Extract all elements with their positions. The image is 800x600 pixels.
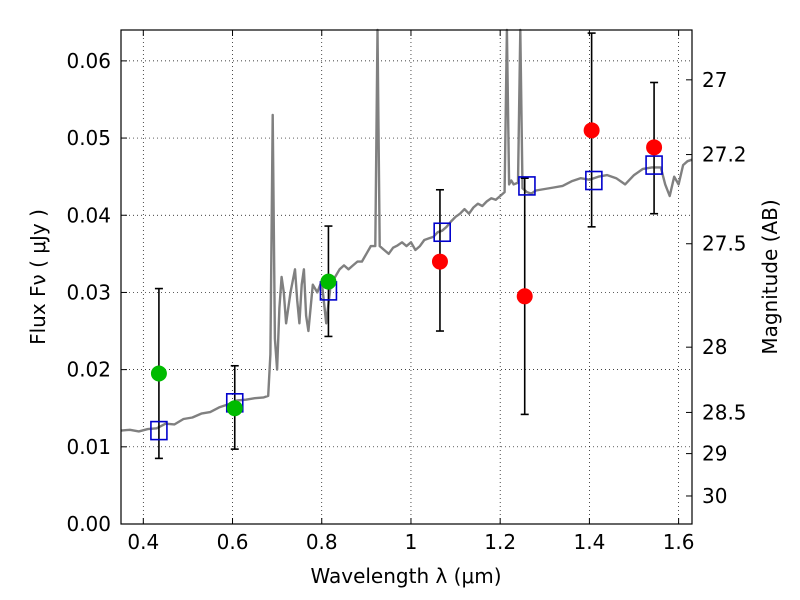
y2-axis-label: Magnitude (AB): [758, 199, 782, 354]
y2-tick-label: 28: [702, 335, 727, 359]
model-square-marker: [433, 222, 451, 243]
observed-circles: [150, 122, 663, 417]
y-tick-label: 0.05: [66, 126, 111, 150]
x-axis-ticks: 0.4 0.6 0.8 1 1.2 1.4 1.6: [127, 30, 695, 554]
plot-background: [121, 30, 692, 524]
y-tick-label: 0.03: [66, 280, 111, 304]
spectrum-line: [120, 28, 693, 433]
x-tick-label: 1.4: [573, 530, 605, 554]
flux-circle-marker: [320, 273, 337, 290]
plot-frame: [120, 29, 693, 525]
model-square-marker: [645, 155, 663, 175]
x-tick-label: 0.4: [127, 530, 159, 554]
x-axis-label: Wavelength λ (μm): [310, 564, 501, 588]
x-tick-label: 0.6: [217, 530, 249, 554]
x-tick-label: 1.6: [663, 530, 695, 554]
model-square-marker: [585, 170, 603, 191]
y2-axis-ticks: 27 27.2 27.5 28 28.5 29 30: [686, 68, 747, 508]
flux-circle-marker: [431, 253, 448, 270]
flux-circle-marker: [516, 288, 533, 305]
flux-circle-marker: [226, 400, 243, 417]
model-square-marker: [150, 420, 168, 441]
y2-tick-label: 30: [702, 484, 727, 508]
x-tick-label: 0.8: [306, 530, 338, 554]
y2-tick-label: 29: [702, 442, 727, 466]
y-tick-label: 0.02: [66, 358, 111, 382]
y-axis-ticks: 0.00 0.01 0.02 0.03 0.04 0.05 0.06: [66, 49, 127, 536]
y-axis-label: Flux Fν ( μJy ): [26, 209, 50, 345]
y-tick-label: 0.04: [66, 203, 111, 227]
y2-tick-label: 27.2: [702, 143, 747, 167]
x-tick-label: 1: [405, 530, 418, 554]
flux-circle-marker: [583, 122, 600, 139]
flux-circle-marker: [646, 139, 663, 156]
x-tick-label: 1.2: [484, 530, 516, 554]
model-square-marker: [518, 176, 536, 196]
y-tick-label: 0.06: [66, 49, 111, 73]
y2-tick-label: 28.5: [702, 400, 747, 424]
y-tick-label: 0.00: [66, 512, 111, 536]
spectrum-path: [120, 28, 693, 433]
y2-tick-label: 27: [702, 68, 727, 92]
flux-circle-marker: [150, 365, 167, 382]
y-tick-label: 0.01: [66, 435, 111, 459]
y2-tick-label: 27.5: [702, 232, 747, 256]
